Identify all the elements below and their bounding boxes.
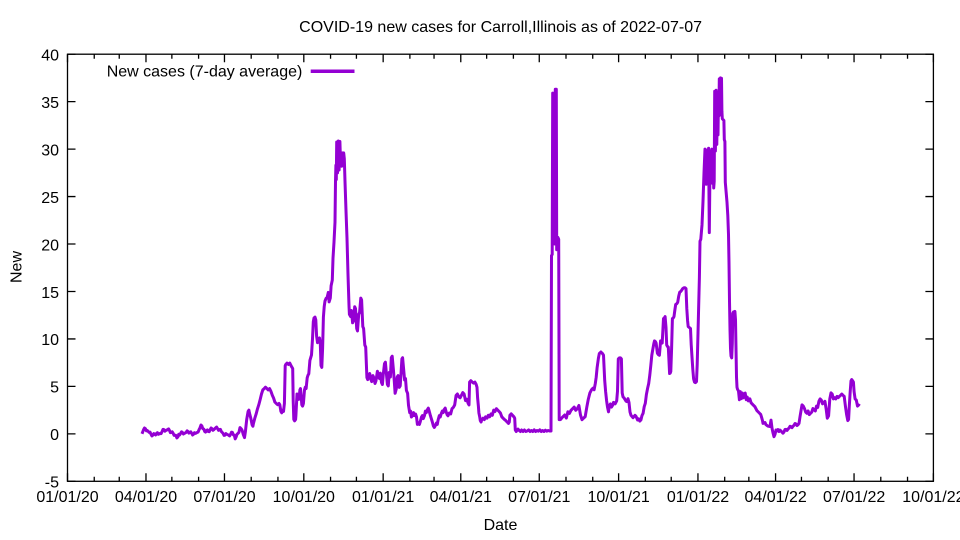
- svg-text:New cases (7-day average): New cases (7-day average): [107, 63, 303, 80]
- svg-text:07/01/21: 07/01/21: [508, 489, 570, 506]
- svg-text:COVID-19 new cases for Carroll: COVID-19 new cases for Carroll,Illinois …: [299, 19, 702, 36]
- svg-text:10/01/22: 10/01/22: [902, 489, 960, 506]
- svg-text:04/01/21: 04/01/21: [430, 489, 492, 506]
- svg-text:20: 20: [41, 237, 59, 254]
- svg-text:01/01/21: 01/01/21: [352, 489, 414, 506]
- svg-text:Date: Date: [484, 517, 518, 534]
- svg-text:10/01/21: 10/01/21: [587, 489, 649, 506]
- svg-text:10/01/20: 10/01/20: [273, 489, 335, 506]
- svg-text:40: 40: [41, 48, 59, 65]
- svg-text:30: 30: [41, 142, 59, 159]
- svg-text:01/01/22: 01/01/22: [667, 489, 729, 506]
- svg-text:01/01/20: 01/01/20: [36, 489, 98, 506]
- svg-text:04/01/22: 04/01/22: [744, 489, 806, 506]
- svg-text:35: 35: [41, 95, 59, 112]
- svg-text:10: 10: [41, 332, 59, 349]
- svg-text:New: New: [9, 251, 26, 283]
- svg-text:07/01/22: 07/01/22: [823, 489, 885, 506]
- svg-text:07/01/20: 07/01/20: [193, 489, 255, 506]
- svg-text:0: 0: [50, 427, 59, 444]
- svg-text:04/01/20: 04/01/20: [115, 489, 177, 506]
- svg-text:5: 5: [50, 380, 59, 397]
- svg-text:-5: -5: [45, 475, 59, 492]
- svg-text:25: 25: [41, 190, 59, 207]
- svg-text:15: 15: [41, 285, 59, 302]
